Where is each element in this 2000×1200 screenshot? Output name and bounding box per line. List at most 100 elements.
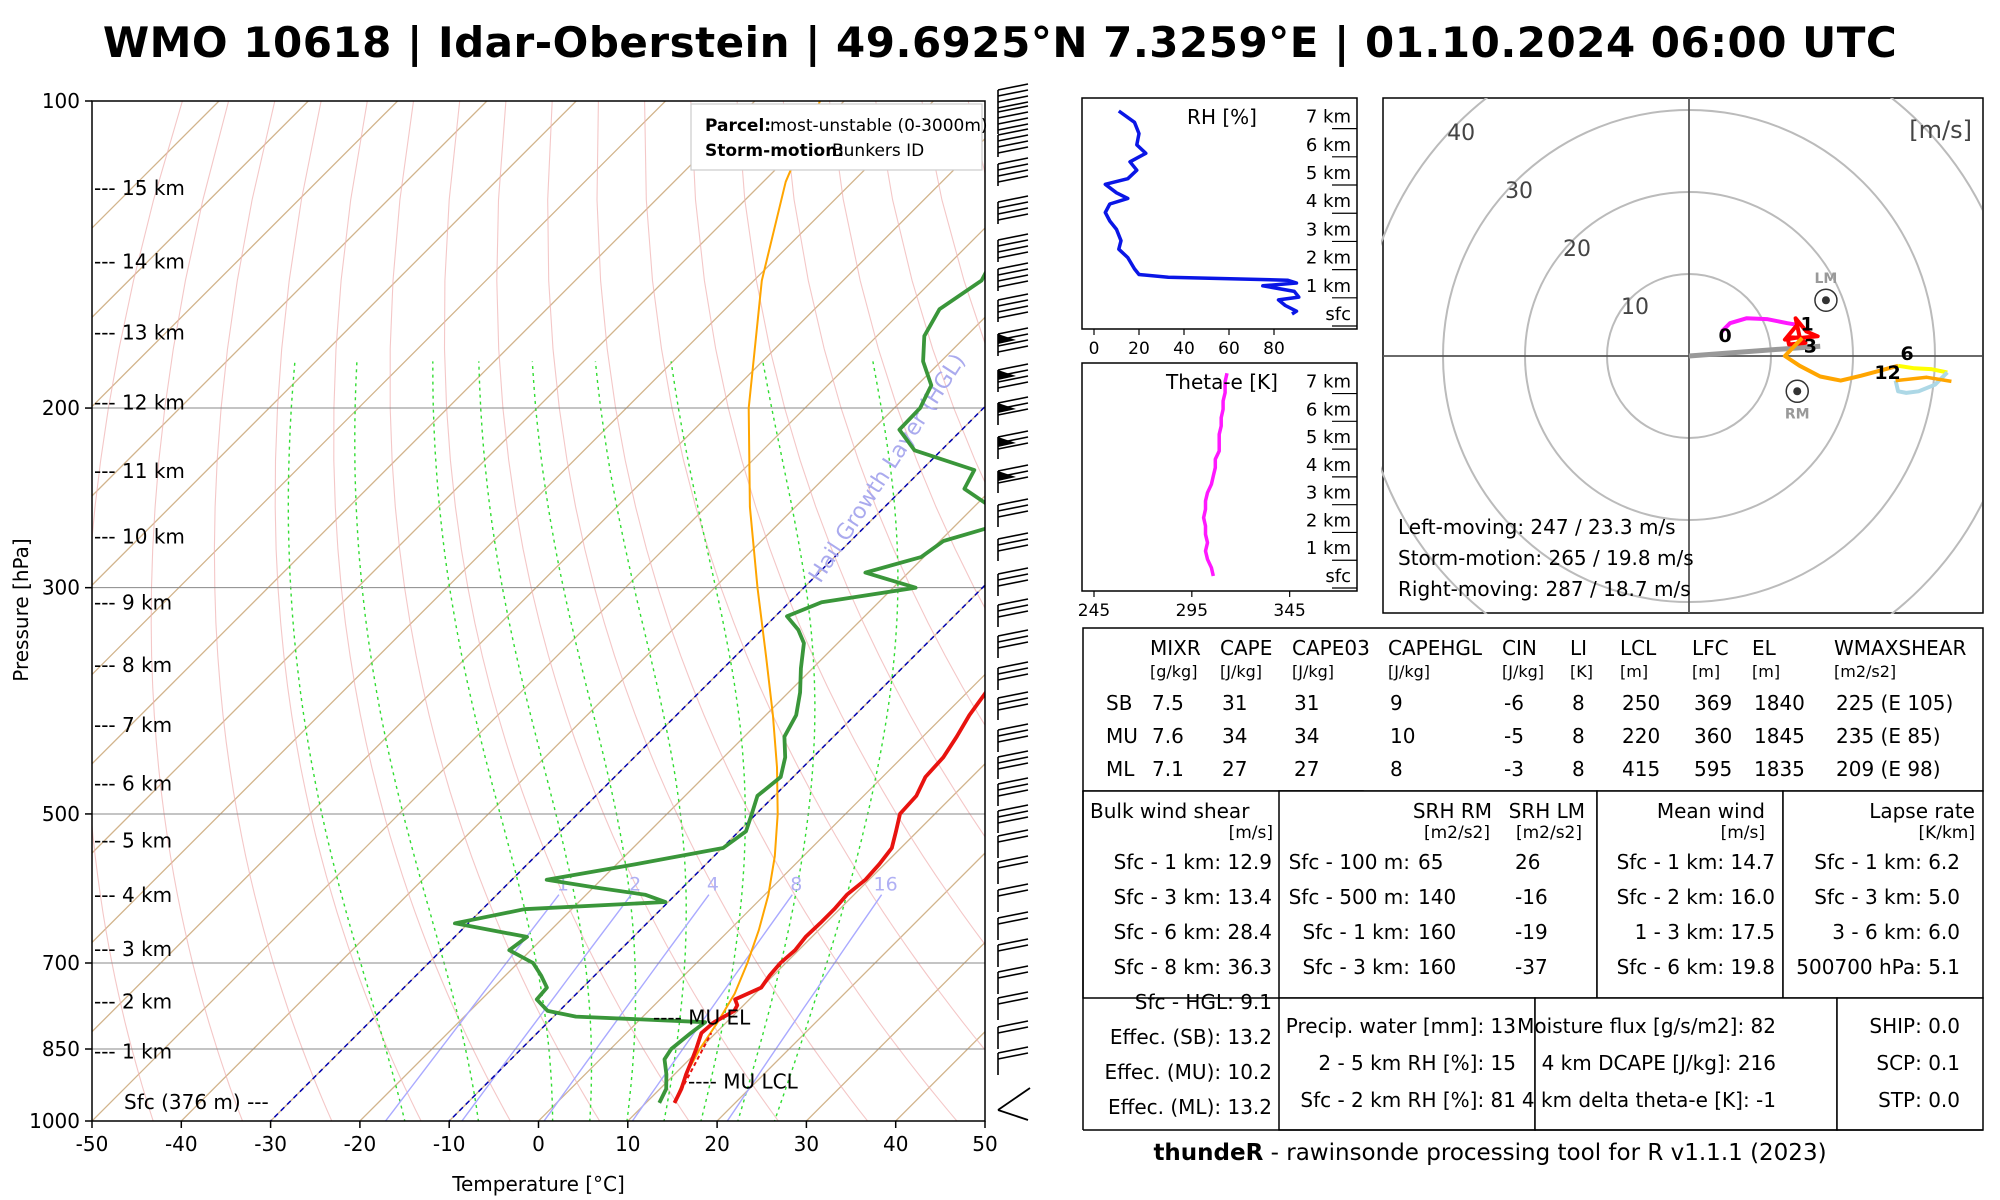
y-axis-label: Pressure [hPa]	[9, 538, 33, 681]
km-label: 5 km	[1306, 163, 1351, 184]
barb-feather	[997, 861, 1029, 869]
barb-feather	[997, 944, 1029, 952]
table1-unit: [J/kg]	[1220, 662, 1262, 681]
srh-lm-value: -37	[1515, 955, 1548, 979]
table1-cell: 209 (E 98)	[1836, 757, 1941, 781]
srh-lm-value: -19	[1515, 920, 1548, 944]
barb-feather	[997, 938, 1029, 946]
moist-adiabat	[287, 361, 406, 1121]
panel-x-tick-label: 20	[1128, 339, 1150, 359]
table1-cell: 250	[1622, 691, 1660, 715]
height-label: --- 5 km	[94, 828, 172, 852]
barb-feather	[997, 95, 1029, 103]
isotherm	[180, 316, 985, 1121]
wind-barb	[997, 464, 1029, 493]
panel-x-tick-label: 345	[1273, 601, 1305, 621]
hodo-point-label: 1	[1801, 313, 1814, 335]
barb-feather	[997, 598, 1029, 606]
wind-barb	[997, 293, 1029, 322]
table1-cell: 8	[1390, 757, 1403, 781]
barb-feather	[997, 117, 1029, 125]
km-label: 7 km	[1306, 107, 1351, 128]
wind-barb	[997, 105, 1029, 134]
hodo-storm-text: Storm-motion: 265 / 19.8 m/s	[1398, 546, 1694, 570]
moist-adiabat	[670, 361, 746, 1121]
wind-barb	[997, 723, 1029, 752]
km-label: 5 km	[1306, 427, 1351, 448]
hodo-ring-label: 30	[1505, 179, 1533, 204]
barb-feather	[997, 504, 1029, 512]
barb-feather	[997, 789, 1029, 797]
height-label: Sfc (376 m) ---	[124, 1090, 269, 1114]
barb-feather	[997, 991, 1029, 999]
parameter-tables: MIXR [g/kg] CAPE [J/kg] CAPE03 [J/kg] CAPEHGL […	[1082, 627, 1984, 1131]
srh-unit-rm: [m2/s2]	[1424, 823, 1490, 843]
barb-pennant	[998, 437, 1016, 447]
table1-cell: -6	[1504, 691, 1524, 715]
barb-feather	[997, 641, 1029, 649]
wind-barb	[997, 965, 1029, 994]
x-tick-label: 50	[972, 1132, 997, 1156]
y-tick-label: 300	[42, 576, 80, 600]
barb-feather	[997, 245, 1029, 253]
moist-adiabat	[594, 361, 687, 1121]
hodo-segment-orange-tail	[1895, 375, 1952, 384]
table1-unit: [m]	[1752, 662, 1780, 681]
table1-cell: 7.6	[1152, 724, 1184, 748]
wind-barb	[997, 157, 1029, 186]
barb-feather	[997, 375, 1029, 383]
x-tick-label: 0	[532, 1132, 545, 1156]
table1-cell: 34	[1294, 724, 1319, 748]
table1-cell: 369	[1694, 691, 1732, 715]
barb-feather	[997, 396, 1029, 404]
misc3-row: STP: 0.0	[1878, 1088, 1960, 1112]
table1-row-label: SB	[1106, 691, 1132, 715]
barb-feather	[997, 363, 1029, 371]
table1-cell: 10	[1390, 724, 1415, 748]
barb-feather	[997, 201, 1029, 209]
mean-title: Mean wind	[1657, 799, 1765, 823]
hodo-segment-1-3km	[1782, 316, 1820, 347]
y-tick-label: 200	[42, 396, 80, 420]
hodo-point-label: 3	[1804, 336, 1817, 358]
barb-feather	[997, 855, 1029, 863]
table1-header: CAPE03	[1292, 636, 1370, 660]
wind-barb	[997, 911, 1029, 940]
km-label: 3 km	[1306, 483, 1351, 504]
wind-barb	[997, 498, 1029, 527]
x-tick-label: 20	[704, 1132, 729, 1156]
hgl-label: Hail Growth Layer (HGL)	[804, 350, 971, 588]
lm-marker-dot	[1821, 296, 1830, 305]
barb-feather	[997, 829, 1029, 837]
table-box	[1278, 997, 1536, 1131]
barb-feather	[997, 604, 1029, 612]
barb-feather	[997, 476, 1029, 484]
barb-feather	[997, 735, 1029, 743]
x-tick-label: -40	[165, 1132, 198, 1156]
table1-cell: 7.5	[1152, 691, 1184, 715]
isotherm	[92, 101, 577, 587]
km-label: 6 km	[1306, 135, 1351, 156]
barb-feather	[997, 442, 1029, 450]
rm-marker-dot	[1793, 387, 1802, 396]
wind-barb	[997, 829, 1029, 858]
table1-row-label: MU	[1106, 724, 1138, 748]
wind-barb	[997, 691, 1029, 720]
wind-barb	[997, 598, 1029, 627]
table1-frame	[1082, 627, 1984, 792]
mu-parcel-dashed	[673, 1032, 713, 1104]
barb-feather	[997, 105, 1029, 113]
legend-box	[690, 103, 983, 171]
misc2-row: Moisture flux [g/s/m2]: 82	[1517, 1014, 1776, 1038]
moist-adiabat	[478, 361, 593, 1121]
srh-row-label: Sfc - 1 km:	[1302, 920, 1410, 944]
km-label: 2 km	[1306, 510, 1351, 531]
table1-unit: [J/kg]	[1502, 662, 1544, 681]
hodo-segment-6-12km	[1897, 363, 1948, 375]
lapse-row: 500700 hPa: 5.1	[1796, 955, 1960, 979]
wind-barb	[997, 262, 1029, 291]
barb-feather	[997, 299, 1029, 307]
barb-feather	[997, 816, 1029, 824]
dry-adiabat	[389, 101, 601, 1121]
km-label: 7 km	[1306, 372, 1351, 393]
